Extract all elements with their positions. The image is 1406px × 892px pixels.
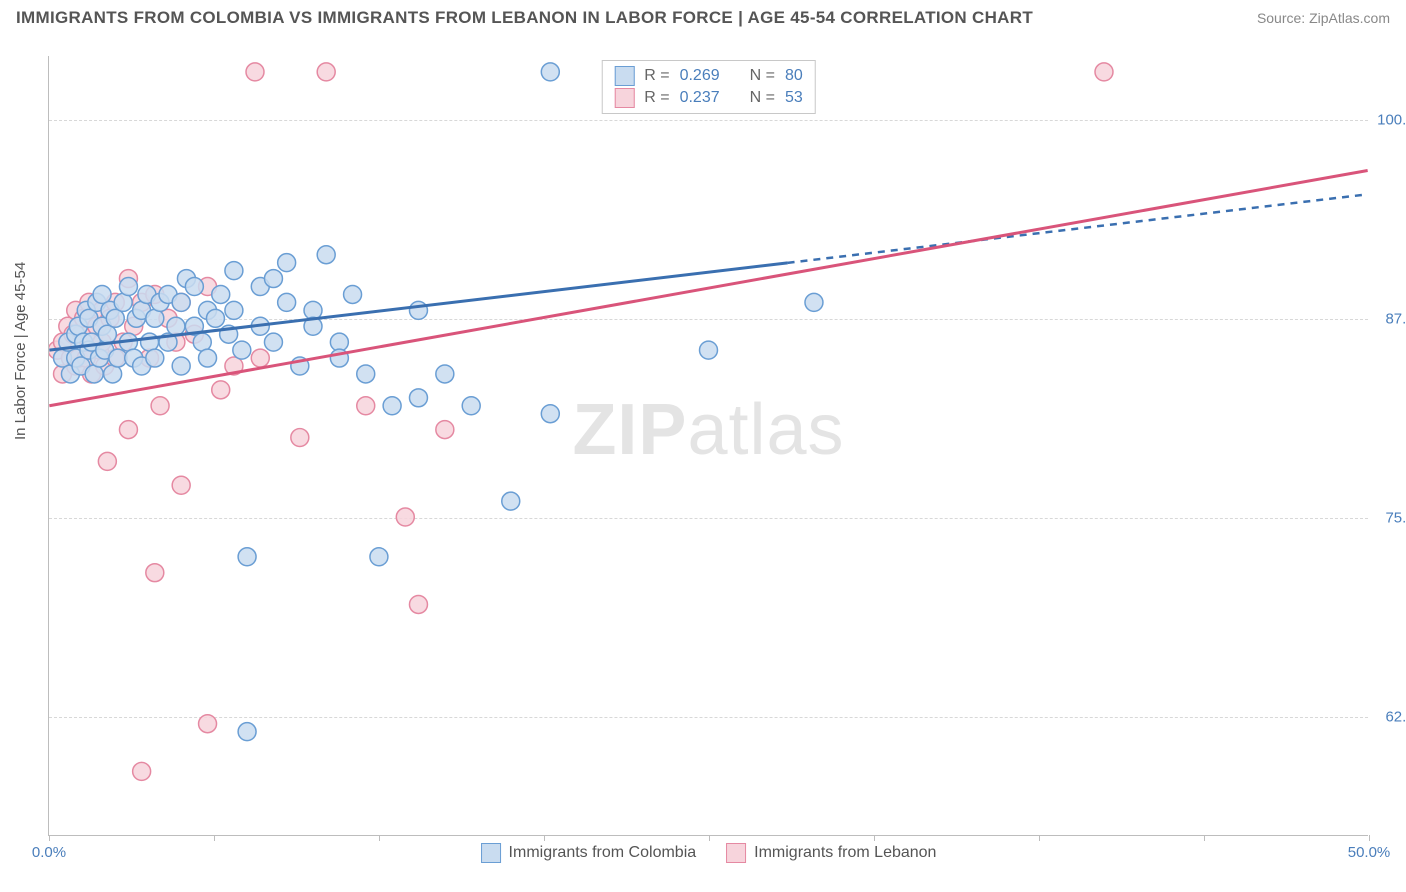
scatter-point bbox=[238, 548, 256, 566]
scatter-point bbox=[264, 333, 282, 351]
y-tick-label: 75.0% bbox=[1373, 509, 1406, 526]
scatter-point bbox=[133, 762, 151, 780]
x-tick bbox=[1369, 835, 1370, 841]
y-axis-label: In Labor Force | Age 45-54 bbox=[12, 262, 29, 440]
scatter-point bbox=[151, 397, 169, 415]
scatter-point bbox=[436, 365, 454, 383]
scatter-point bbox=[383, 397, 401, 415]
legend-row-colombia: R = 0.269 N = 80 bbox=[614, 65, 803, 87]
scatter-point bbox=[436, 421, 454, 439]
scatter-point bbox=[541, 405, 559, 423]
y-tick-label: 100.0% bbox=[1373, 111, 1406, 128]
scatter-point bbox=[317, 246, 335, 264]
scatter-point bbox=[199, 715, 217, 733]
regression-line-dashed bbox=[788, 194, 1368, 263]
scatter-point bbox=[146, 349, 164, 367]
x-tick-label: 0.0% bbox=[32, 844, 66, 861]
scatter-point bbox=[167, 317, 185, 335]
legend-series: Immigrants from Colombia Immigrants from… bbox=[481, 843, 937, 863]
legend-correlation: R = 0.269 N = 80 R = 0.237 N = 53 bbox=[601, 60, 816, 114]
plot-region: ZIPatlas R = 0.269 N = 80 R = 0.237 N = … bbox=[48, 56, 1368, 836]
scatter-point bbox=[225, 301, 243, 319]
y-tick-label: 62.5% bbox=[1373, 708, 1406, 725]
scatter-point bbox=[700, 341, 718, 359]
legend-swatch-lebanon bbox=[614, 88, 634, 108]
scatter-point bbox=[409, 301, 427, 319]
scatter-point bbox=[264, 270, 282, 288]
chart-area: ZIPatlas R = 0.269 N = 80 R = 0.237 N = … bbox=[48, 56, 1368, 836]
legend-swatch-colombia bbox=[614, 66, 634, 86]
y-tick-label: 87.5% bbox=[1373, 310, 1406, 327]
scatter-point bbox=[396, 508, 414, 526]
scatter-point bbox=[172, 293, 190, 311]
legend-item-colombia: Immigrants from Colombia bbox=[481, 843, 697, 863]
scatter-point bbox=[502, 492, 520, 510]
scatter-point bbox=[805, 293, 823, 311]
scatter-point bbox=[278, 254, 296, 272]
legend-swatch-icon bbox=[481, 843, 501, 863]
x-tick bbox=[874, 835, 875, 841]
scatter-point bbox=[106, 309, 124, 327]
legend-item-lebanon: Immigrants from Lebanon bbox=[726, 843, 936, 863]
scatter-point bbox=[291, 429, 309, 447]
scatter-point bbox=[233, 341, 251, 359]
scatter-point bbox=[98, 452, 116, 470]
scatter-point bbox=[206, 309, 224, 327]
scatter-point bbox=[199, 349, 217, 367]
scatter-svg bbox=[49, 56, 1368, 835]
scatter-point bbox=[93, 285, 111, 303]
scatter-point bbox=[225, 262, 243, 280]
scatter-point bbox=[212, 381, 230, 399]
scatter-point bbox=[409, 389, 427, 407]
chart-title: IMMIGRANTS FROM COLOMBIA VS IMMIGRANTS F… bbox=[16, 8, 1033, 28]
legend-row-lebanon: R = 0.237 N = 53 bbox=[614, 87, 803, 109]
scatter-point bbox=[119, 278, 137, 296]
scatter-point bbox=[238, 723, 256, 741]
scatter-point bbox=[212, 285, 230, 303]
title-bar: IMMIGRANTS FROM COLOMBIA VS IMMIGRANTS F… bbox=[0, 0, 1406, 34]
scatter-point bbox=[344, 285, 362, 303]
scatter-point bbox=[317, 63, 335, 81]
x-tick bbox=[1204, 835, 1205, 841]
scatter-point bbox=[172, 476, 190, 494]
scatter-point bbox=[172, 357, 190, 375]
scatter-point bbox=[541, 63, 559, 81]
source-label: Source: ZipAtlas.com bbox=[1257, 10, 1390, 26]
scatter-point bbox=[357, 397, 375, 415]
scatter-point bbox=[98, 325, 116, 343]
scatter-point bbox=[119, 421, 137, 439]
x-tick bbox=[709, 835, 710, 841]
scatter-point bbox=[462, 397, 480, 415]
x-tick bbox=[1039, 835, 1040, 841]
scatter-point bbox=[146, 564, 164, 582]
legend-swatch-icon bbox=[726, 843, 746, 863]
x-tick bbox=[214, 835, 215, 841]
scatter-point bbox=[357, 365, 375, 383]
scatter-point bbox=[246, 63, 264, 81]
scatter-point bbox=[185, 278, 203, 296]
scatter-point bbox=[409, 595, 427, 613]
x-tick bbox=[544, 835, 545, 841]
scatter-point bbox=[251, 349, 269, 367]
scatter-point bbox=[278, 293, 296, 311]
scatter-point bbox=[370, 548, 388, 566]
x-tick bbox=[379, 835, 380, 841]
regression-line bbox=[49, 170, 1367, 405]
scatter-point bbox=[1095, 63, 1113, 81]
x-tick-label: 50.0% bbox=[1348, 844, 1391, 861]
x-tick bbox=[49, 835, 50, 841]
